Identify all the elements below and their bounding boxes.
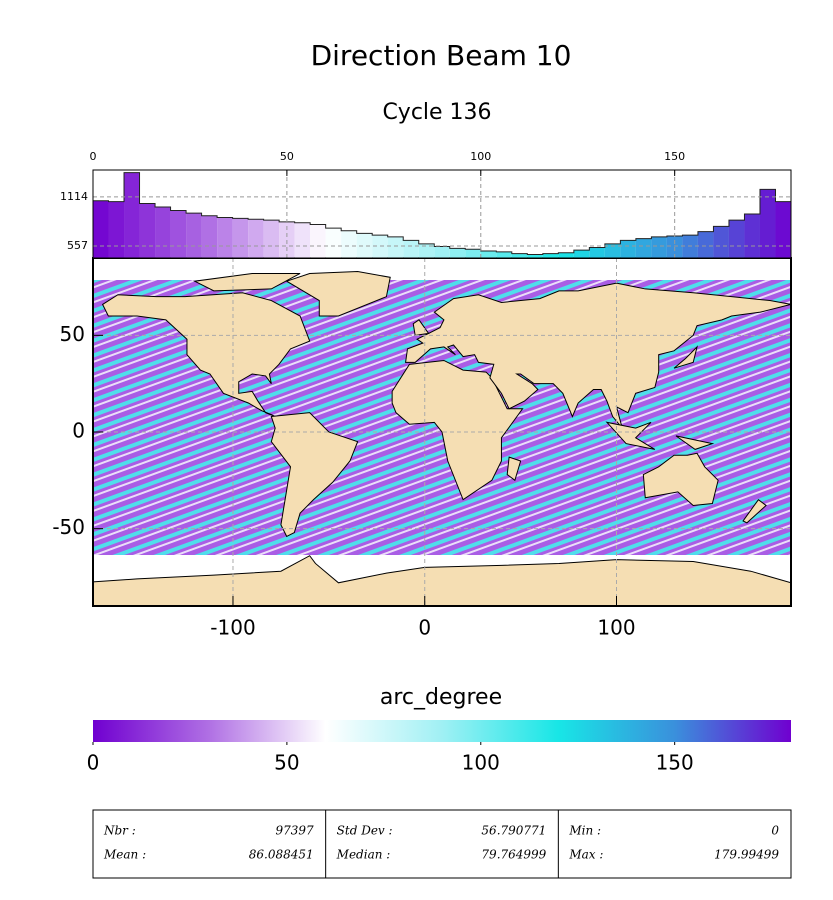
land [404,282,791,429]
y-tick-label: 557 [67,239,88,252]
x-tick-label: 100 [470,150,491,163]
histogram-bar [604,243,621,258]
x-tick-label: 0 [418,616,431,640]
histogram-bar [496,251,512,258]
subtitle: Cycle 136 [382,100,491,125]
histogram-bar [744,214,760,258]
histogram-bar [465,249,481,258]
histogram-bar [589,247,605,258]
land [270,412,359,538]
histogram-bar [620,240,636,258]
colorbar [93,720,791,742]
histogram-bar [108,201,125,258]
colorbar-tick-label: 150 [656,751,694,775]
histogram-bar [217,217,233,258]
histogram-outline [93,172,791,255]
stat-value: 0 [771,824,779,838]
x-tick-label: 150 [664,150,685,163]
colorbar-tick-label: 100 [462,751,500,775]
stat-value: 179.99499 [714,848,779,862]
histogram-bar [232,218,249,258]
histogram-bar [341,230,357,258]
histogram-bar [263,220,280,258]
histogram-bar [480,250,497,258]
x-tick-label: 0 [90,150,97,163]
histogram-bar [418,243,435,258]
land [642,452,719,506]
y-tick-label: 1114 [60,190,88,203]
histogram-bar [325,228,342,258]
colorbar-label: arc_degree [380,685,502,710]
histogram-bar [310,224,326,258]
histogram-bar [542,253,559,258]
histogram-bar [279,221,295,258]
histogram-bar [372,235,388,258]
stats-table [92,809,792,879]
histogram-bar [775,201,791,258]
y-tick-label: -50 [52,515,85,539]
x-tick-label: 50 [280,150,294,163]
land [391,359,524,501]
histogram-bar [434,246,450,258]
histogram-bar [527,254,543,258]
colorbar-tick-label: 0 [87,751,100,775]
stat-label: Nbr : [103,824,136,838]
colorbar-tick-label: 50 [274,751,299,775]
histogram-bar [155,206,171,258]
histogram-bar [635,238,652,258]
y-tick-label: 50 [60,322,85,346]
histogram-bar [511,253,528,258]
land [605,421,656,450]
histogram-bar [558,252,574,258]
histogram-frame [92,169,792,259]
histogram-bar [186,213,202,258]
land [101,292,311,417]
overlay: -100 0 100 -50 0 50 [52,257,792,640]
map-area [93,258,791,606]
histogram-bar [759,189,776,258]
land [192,272,301,292]
stat-value: 97397 [275,824,314,838]
histogram-bar [201,215,218,258]
histogram-bar [713,226,729,258]
land [285,271,391,317]
stat-label: Median : [336,848,391,862]
histogram-bar [728,220,745,258]
land [675,435,715,450]
histogram-bar [93,200,109,258]
histogram-bar [387,236,404,258]
stat-label: Mean : [103,848,146,862]
stat-label: Max : [568,848,603,862]
histogram-bar [124,172,140,258]
x-tick-label: -100 [210,616,255,640]
stat-value: 86.088451 [249,848,314,862]
histogram-bar [356,233,373,258]
histogram-bar [682,235,698,258]
histogram-bar [294,222,311,258]
stat-value: 79.764999 [481,848,546,862]
title: Direction Beam 10 [311,39,572,72]
histogram-bar [403,240,419,258]
stat-value: 56.790771 [481,824,546,838]
histogram-bar [449,248,466,258]
x-tick-label: 100 [597,616,635,640]
histogram-bar [697,231,714,258]
land [673,345,698,369]
histogram-bar [248,219,264,258]
stat-label: Std Dev : [337,824,393,838]
histogram-bar [139,203,156,258]
land [506,456,522,482]
land [742,498,767,524]
stat-label: Min : [568,824,601,838]
histogram-bar [651,236,667,258]
y-tick-label: 0 [72,419,85,443]
histogram-bar [170,210,187,258]
histogram-bar [573,250,590,258]
